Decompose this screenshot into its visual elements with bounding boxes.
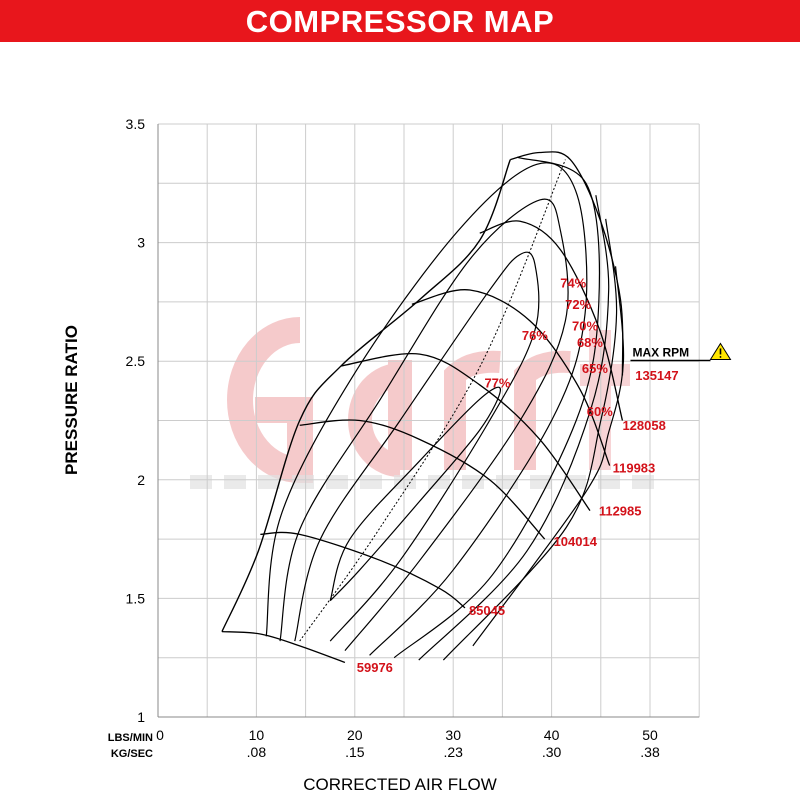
- speed-line: [299, 419, 546, 540]
- x-tick-label: 30: [445, 727, 461, 743]
- max-rpm-label: MAX RPM: [632, 345, 689, 359]
- y-tick-label: 3.5: [126, 116, 146, 132]
- max-efficiency-line: [299, 159, 566, 642]
- x-tick-label: 40: [544, 727, 560, 743]
- efficiency-label: 76%: [522, 328, 548, 343]
- x-unit-secondary: KG/SEC: [111, 748, 153, 760]
- speed-line: [260, 531, 466, 609]
- warning-exclamation-dot-icon: [719, 356, 722, 358]
- x-tick-label: 20: [347, 727, 363, 743]
- x-secondary-tick-label: .38: [640, 744, 660, 760]
- efficiency-label: 72%: [565, 297, 591, 312]
- efficiency-label: 74%: [560, 276, 586, 291]
- y-tick-label: 1.5: [126, 590, 146, 606]
- speed-label: 104014: [554, 534, 598, 549]
- watermark-logo: [227, 317, 313, 484]
- y-tick-label: 2.5: [126, 353, 146, 369]
- efficiency-island-line: [442, 218, 618, 661]
- x-tick-label: 10: [249, 727, 265, 743]
- y-axis-label: PRESSURE RATIO: [62, 325, 81, 475]
- speed-line: [411, 289, 611, 466]
- efficiency-island-line: [418, 195, 610, 661]
- x-tick-label: 50: [642, 727, 658, 743]
- x-secondary-tick-label: .15: [345, 744, 365, 760]
- y-tick-label: 3: [137, 235, 145, 251]
- y-tick-label: 2: [137, 472, 145, 488]
- efficiency-label: 68%: [577, 335, 603, 350]
- chart-title-banner: COMPRESSOR MAP: [0, 0, 800, 42]
- speed-line: [479, 220, 624, 421]
- speed-label: 128058: [622, 418, 665, 433]
- speed-label: 85045: [469, 603, 505, 618]
- efficiency-label: 65%: [582, 361, 608, 376]
- y-tick-label: 1: [137, 709, 145, 725]
- x-secondary-tick-label: .30: [542, 744, 562, 760]
- speed-line: [340, 352, 591, 512]
- speed-line: [221, 630, 346, 664]
- x-axis-label: CORRECTED AIR FLOW: [303, 775, 497, 794]
- speed-line: [510, 151, 624, 376]
- efficiency-label: 77%: [484, 375, 510, 390]
- watermark-logo: [444, 350, 571, 470]
- efficiency-island-line: [279, 198, 569, 651]
- efficiency-island-line: [329, 386, 502, 602]
- efficiency-label: 60%: [587, 404, 613, 419]
- speed-label: 59976: [357, 660, 393, 675]
- efficiency-label: 70%: [572, 318, 598, 333]
- watermark-logo: [580, 330, 630, 470]
- x-tick-label: 0: [156, 727, 164, 743]
- speed-label: 135147: [635, 368, 678, 383]
- x-unit-primary: LBS/MIN: [108, 732, 153, 744]
- speed-label: 119983: [613, 461, 656, 476]
- x-secondary-tick-label: .08: [247, 744, 267, 760]
- x-secondary-tick-label: .23: [443, 744, 463, 760]
- speed-label: 112985: [599, 503, 642, 518]
- efficiency-island-line: [393, 156, 601, 659]
